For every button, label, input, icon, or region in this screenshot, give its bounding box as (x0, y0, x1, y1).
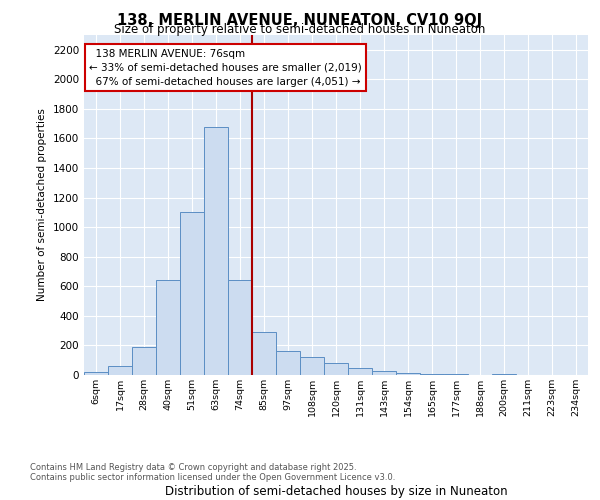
Text: Distribution of semi-detached houses by size in Nuneaton: Distribution of semi-detached houses by … (164, 484, 508, 498)
Bar (396, 373, 420, 375)
Bar (252, 332, 276, 375)
Bar (228, 280, 252, 375)
Text: 138, MERLIN AVENUE, NUNEATON, CV10 9QJ: 138, MERLIN AVENUE, NUNEATON, CV10 9QJ (118, 12, 482, 28)
Text: Contains public sector information licensed under the Open Government Licence v3: Contains public sector information licen… (30, 474, 395, 482)
Bar (348, 368, 372, 375)
Bar (108, 366, 132, 375)
Text: 138 MERLIN AVENUE: 76sqm
← 33% of semi-detached houses are smaller (2,019)
  67%: 138 MERLIN AVENUE: 76sqm ← 33% of semi-d… (89, 48, 362, 86)
Bar (132, 347, 156, 375)
Text: Size of property relative to semi-detached houses in Nuneaton: Size of property relative to semi-detach… (115, 22, 485, 36)
Bar (180, 212, 204, 375)
Y-axis label: Number of semi-detached properties: Number of semi-detached properties (37, 108, 47, 302)
Bar (204, 126, 228, 375)
Bar (300, 358, 324, 375)
Bar (444, 374, 468, 375)
Bar (276, 352, 300, 375)
Bar (324, 363, 348, 375)
Bar (492, 374, 516, 375)
Bar (84, 372, 108, 375)
Bar (372, 370, 396, 375)
Text: Contains HM Land Registry data © Crown copyright and database right 2025.: Contains HM Land Registry data © Crown c… (30, 464, 356, 472)
Bar (420, 374, 444, 375)
Bar (156, 280, 180, 375)
